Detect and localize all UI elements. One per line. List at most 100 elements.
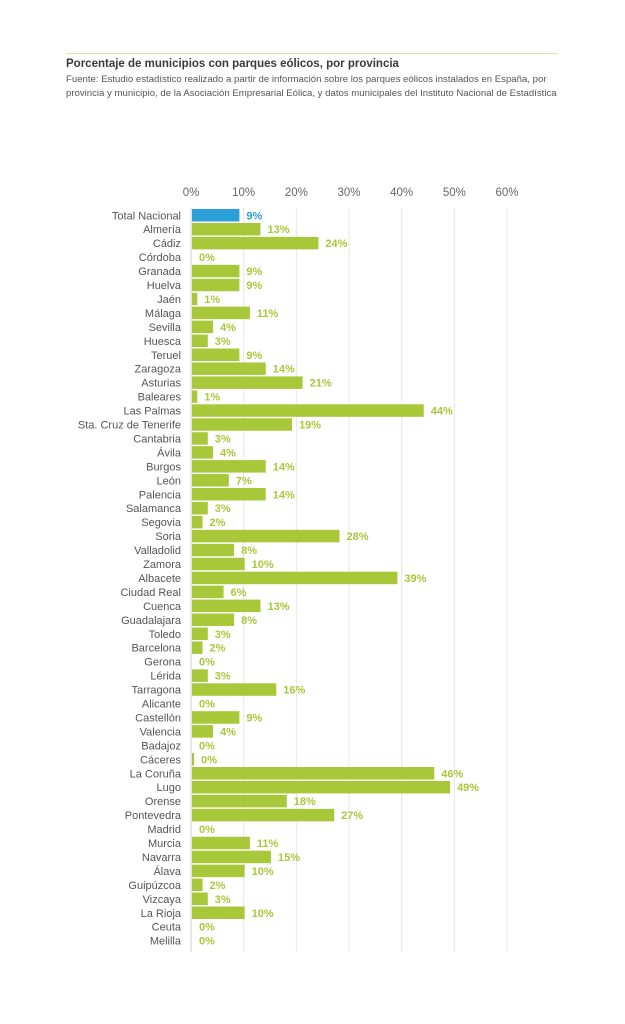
bar — [192, 683, 277, 696]
category-label: Murcia — [148, 838, 182, 850]
category-label: Zaragoza — [135, 364, 182, 376]
bar — [192, 767, 435, 780]
data-label: 3% — [215, 503, 231, 515]
category-label: Teruel — [151, 350, 181, 362]
title-rule — [66, 53, 558, 54]
data-label: 21% — [310, 378, 332, 390]
bar — [192, 292, 198, 306]
category-label: Orense — [145, 796, 181, 808]
data-label: 15% — [278, 852, 300, 864]
data-label: 27% — [341, 810, 363, 822]
data-label: 0% — [199, 657, 215, 669]
data-label: 2% — [210, 643, 226, 655]
data-label: 8% — [241, 615, 257, 627]
data-label: 4% — [220, 447, 236, 459]
data-label: 49% — [457, 782, 479, 794]
category-label: Vizcaya — [143, 894, 182, 906]
bar — [192, 711, 240, 724]
category-label: Huesca — [144, 336, 182, 348]
bar — [192, 404, 424, 417]
data-label: 19% — [299, 420, 321, 432]
category-label: Cádiz — [153, 238, 181, 250]
category-label: Córdoba — [139, 252, 182, 264]
category-label: Pontevedra — [125, 810, 182, 822]
category-label: Palencia — [139, 489, 182, 501]
data-label: 3% — [215, 671, 231, 683]
bar — [192, 515, 203, 529]
x-tick-label: 40% — [390, 187, 413, 199]
category-label: Guipúzcoa — [128, 880, 181, 892]
data-label: 14% — [273, 364, 295, 376]
bar — [192, 376, 303, 389]
category-label: Cantabria — [133, 433, 182, 445]
data-label: 13% — [267, 601, 289, 613]
data-label: 9% — [246, 350, 262, 362]
chart-subtitle: Fuente: Estudio estadístico realizado a … — [66, 74, 557, 99]
category-label: Madrid — [147, 824, 181, 836]
bar — [192, 236, 319, 250]
category-label: Sevilla — [149, 322, 182, 334]
category-label: La Rioja — [141, 908, 182, 920]
bar — [192, 613, 235, 627]
bar — [192, 264, 240, 278]
category-label: Salamanca — [126, 503, 182, 515]
data-label: 18% — [294, 796, 316, 808]
bar — [192, 753, 195, 766]
bar — [192, 836, 250, 850]
bar — [192, 627, 208, 640]
category-label: Segovia — [141, 517, 182, 529]
category-label: Lérida — [150, 671, 181, 683]
bar — [192, 906, 245, 919]
category-label: Álava — [153, 865, 181, 878]
category-label: Granada — [138, 266, 182, 278]
category-label: Baleares — [138, 392, 182, 404]
category-label: León — [157, 475, 181, 487]
data-label: 3% — [215, 894, 231, 906]
category-label: Melilla — [150, 936, 182, 948]
category-label: Cáceres — [140, 754, 181, 766]
category-label: Cuenca — [143, 601, 182, 613]
data-label: 39% — [404, 573, 426, 585]
category-label: Toledo — [149, 629, 181, 641]
category-label: Málaga — [145, 308, 182, 320]
x-tick-label: 60% — [495, 187, 518, 199]
data-label: 4% — [220, 726, 236, 738]
data-label: 9% — [246, 712, 262, 724]
bar — [192, 641, 203, 654]
data-label: 10% — [252, 559, 274, 571]
category-label: Jaén — [157, 294, 181, 306]
data-label: 9% — [246, 280, 262, 292]
data-label: 11% — [257, 308, 279, 320]
bar — [192, 543, 235, 557]
bar — [192, 725, 214, 738]
category-label: Ciudad Real — [120, 587, 181, 599]
data-label: 14% — [273, 461, 295, 473]
category-label: La Coruña — [130, 768, 182, 780]
bar — [192, 599, 261, 613]
category-label: Asturias — [141, 378, 181, 390]
category-label: Almería — [143, 224, 182, 236]
category-label: Huelva — [147, 280, 182, 292]
category-label: Castellón — [135, 712, 181, 724]
bar — [192, 278, 240, 292]
data-label: 0% — [201, 754, 217, 766]
bar — [192, 794, 287, 808]
bar — [192, 864, 245, 878]
category-label: Badajoz — [141, 740, 181, 752]
bar — [192, 529, 340, 543]
category-label: Soria — [155, 531, 182, 543]
data-label: 44% — [431, 406, 453, 418]
category-label: Valladolid — [134, 545, 181, 557]
bar — [192, 808, 335, 822]
category-label: Sta. Cruz de Tenerife — [78, 420, 181, 432]
bar — [192, 474, 229, 487]
category-label: Total Nacional — [112, 210, 181, 222]
data-label: 1% — [204, 294, 220, 306]
data-label: 0% — [199, 699, 215, 711]
data-label: 10% — [252, 866, 274, 878]
bar — [192, 209, 240, 222]
bar — [192, 222, 261, 236]
category-label: Valencia — [140, 726, 182, 738]
bar — [192, 362, 266, 375]
